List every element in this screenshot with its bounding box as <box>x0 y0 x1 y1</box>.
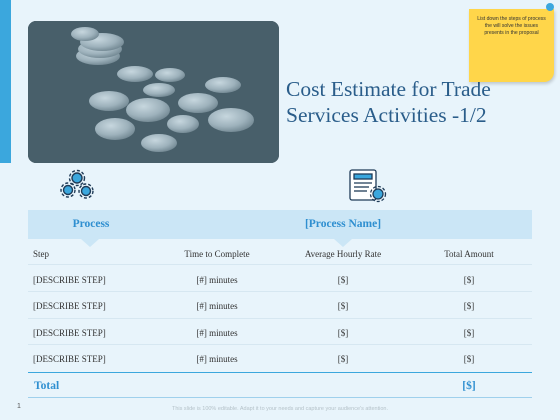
rate-cell: [$] <box>337 275 349 285</box>
page-title: Cost Estimate for Trade Services Activit… <box>286 77 491 127</box>
step-cell: [DESCRIBE STEP] <box>33 328 106 338</box>
footer-note: This slide is 100% editable. Adapt it to… <box>172 406 388 412</box>
rate-cell: [$] <box>337 354 349 364</box>
pin-icon <box>546 3 554 11</box>
page-number: 1 <box>17 403 21 410</box>
row-divider <box>28 318 532 319</box>
header-pointer-process-name <box>334 239 352 247</box>
table-bottom-divider <box>28 397 532 398</box>
rate-cell: [$] <box>337 301 349 311</box>
accent-bar <box>0 0 11 163</box>
rate-cell: [$] <box>337 328 349 338</box>
column-header-time: Time to Complete <box>184 249 250 259</box>
process-name-header: [Process Name] <box>304 218 382 230</box>
amount-cell: [$] <box>463 275 475 285</box>
time-cell: [#] minutes <box>196 354 238 364</box>
time-cell: [#] minutes <box>196 275 238 285</box>
process-document-icon <box>349 169 387 203</box>
column-header-step: Step <box>33 249 50 259</box>
amount-cell: [$] <box>463 328 475 338</box>
column-header-rate: Average Hourly Rate <box>304 249 382 259</box>
amount-cell: [$] <box>463 301 475 311</box>
gears-icon <box>60 169 94 199</box>
row-divider <box>28 264 532 265</box>
process-header: Process <box>72 218 110 230</box>
step-cell: [DESCRIBE STEP] <box>33 301 106 311</box>
column-header-total: Total Amount <box>444 249 494 259</box>
total-label: Total <box>34 380 60 392</box>
total-value: [$] <box>462 380 476 392</box>
amount-cell: [$] <box>463 354 475 364</box>
time-cell: [#] minutes <box>196 301 238 311</box>
step-cell: [DESCRIBE STEP] <box>33 275 106 285</box>
total-divider <box>28 372 532 373</box>
row-divider <box>28 291 532 292</box>
table-header-band <box>28 210 532 239</box>
coins-photo <box>28 21 279 163</box>
time-cell: [#] minutes <box>196 328 238 338</box>
step-cell: [DESCRIBE STEP] <box>33 354 106 364</box>
header-pointer-process <box>81 239 99 247</box>
row-divider <box>28 344 532 345</box>
sticky-note: List down the steps of process the will … <box>469 9 554 82</box>
